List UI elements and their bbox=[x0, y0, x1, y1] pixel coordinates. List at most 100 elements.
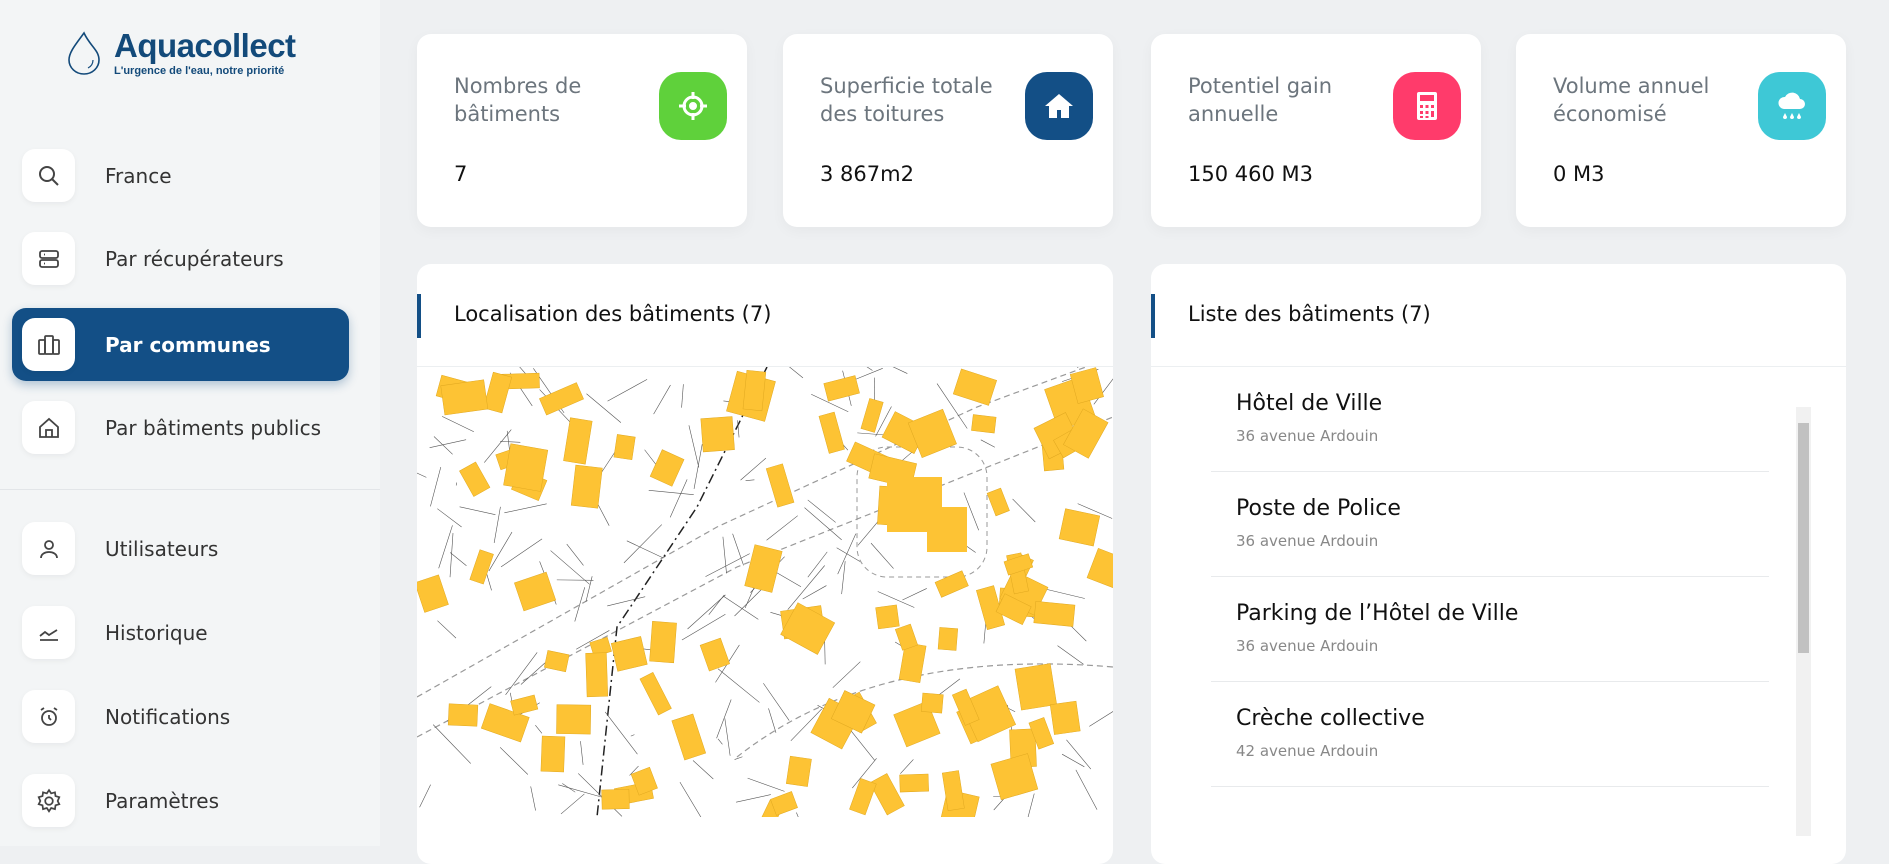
map-parcel-line bbox=[1062, 754, 1084, 767]
stat-value: 7 bbox=[454, 162, 467, 186]
alarm-clock-icon bbox=[37, 705, 61, 729]
map-building bbox=[870, 773, 905, 815]
sidebar-item-historique[interactable]: Historique bbox=[12, 596, 349, 669]
stat-card-volume: Volume annuel économisé 0 M3 bbox=[1516, 34, 1846, 227]
stat-title: Nombres de bâtiments bbox=[454, 72, 644, 128]
cadastral-map[interactable] bbox=[417, 367, 1113, 817]
sidebar-item-france[interactable]: France bbox=[12, 139, 349, 212]
sidebar-item-recuperateurs[interactable]: Par récupérateurs bbox=[12, 222, 349, 295]
map-building bbox=[700, 638, 730, 671]
list-panel-title: Liste des bâtiments (7) bbox=[1188, 302, 1431, 326]
map-parcel-line bbox=[829, 367, 872, 370]
building-name: Parking de l’Hôtel de Ville bbox=[1236, 601, 1518, 626]
map-parcel-line bbox=[494, 507, 500, 543]
map-parcel-line bbox=[682, 384, 684, 408]
building-name: Hôtel de Ville bbox=[1236, 391, 1382, 416]
buildings-icon bbox=[36, 333, 62, 357]
map-building-hotel-de-ville bbox=[887, 477, 967, 552]
map-parcel-line bbox=[796, 812, 808, 817]
map-parcel-line bbox=[693, 760, 713, 779]
map-panel-header: Localisation des bâtiments (7) bbox=[417, 264, 1113, 367]
logo[interactable]: Aquacollect L'urgence de l'eau, notre pr… bbox=[66, 28, 296, 77]
building-name: Crèche collective bbox=[1236, 706, 1425, 731]
sidebar: Aquacollect L'urgence de l'eau, notre pr… bbox=[0, 0, 380, 846]
sidebar-item-parametres[interactable]: Paramètres bbox=[12, 764, 349, 837]
sidebar-item-notifications[interactable]: Notifications bbox=[12, 680, 349, 753]
map-building bbox=[544, 650, 569, 671]
sidebar-divider bbox=[0, 489, 380, 490]
map-parcel-line bbox=[521, 663, 545, 685]
map-panel: Localisation des bâtiments (7) bbox=[417, 264, 1113, 864]
map-parcel-line bbox=[551, 551, 590, 585]
map-parcel-line bbox=[902, 588, 926, 600]
map-parcel-line bbox=[450, 533, 453, 577]
map-building bbox=[819, 412, 845, 453]
map-parcel-line bbox=[808, 552, 827, 577]
map-building bbox=[563, 418, 592, 465]
map-building bbox=[938, 627, 958, 650]
list-panel-header: Liste des bâtiments (7) bbox=[1151, 264, 1846, 367]
map-parcel-line bbox=[874, 367, 907, 374]
server-icon bbox=[37, 247, 61, 271]
building-name: Poste de Police bbox=[1236, 496, 1401, 521]
map-parcel-line bbox=[437, 509, 461, 527]
list-item[interactable]: Hôtel de Ville 36 avenue Ardouin bbox=[1211, 367, 1769, 472]
sidebar-item-communes[interactable]: Par communes bbox=[12, 308, 349, 381]
map-parcel-line bbox=[501, 539, 542, 567]
house-icon bbox=[1025, 72, 1093, 140]
map-parcel-line bbox=[788, 566, 825, 610]
map-parcel-line bbox=[442, 416, 474, 431]
map-parcel-line bbox=[842, 561, 846, 594]
map-building bbox=[602, 789, 630, 809]
map-parcel-line bbox=[437, 621, 456, 638]
map-parcel-line bbox=[682, 614, 725, 640]
map-building bbox=[470, 550, 494, 584]
map-building bbox=[1087, 548, 1113, 593]
map-parcel-line bbox=[417, 462, 426, 478]
map-parcel-line bbox=[500, 441, 520, 442]
map-building bbox=[672, 714, 706, 760]
map-parcel-line bbox=[1066, 740, 1090, 769]
gear-icon bbox=[36, 788, 62, 814]
map-building bbox=[571, 465, 602, 508]
map-parcel-line bbox=[430, 440, 466, 448]
map-building bbox=[895, 624, 917, 650]
map-parcel-line bbox=[767, 516, 798, 541]
map-building bbox=[1015, 664, 1057, 711]
water-drop-icon bbox=[66, 30, 102, 76]
map-parcel-line bbox=[680, 782, 703, 817]
map-parcel-line bbox=[575, 587, 585, 621]
building-address: 36 avenue Ardouin bbox=[1236, 427, 1378, 445]
map-building bbox=[541, 736, 565, 772]
stat-title: Potentiel gain annuelle bbox=[1188, 72, 1378, 128]
map-parcel-line bbox=[735, 757, 743, 760]
sidebar-item-utilisateurs[interactable]: Utilisateurs bbox=[12, 512, 349, 585]
scrollbar-thumb[interactable] bbox=[1798, 423, 1809, 653]
map-parcel-line bbox=[631, 735, 635, 736]
map-parcel-line bbox=[769, 708, 776, 732]
map-building bbox=[766, 464, 794, 507]
brand-tagline: L'urgence de l'eau, notre priorité bbox=[114, 65, 296, 77]
map-building bbox=[745, 545, 783, 593]
map-parcel-line bbox=[460, 507, 496, 515]
map-parcel-line bbox=[849, 728, 874, 760]
map-parcel-line bbox=[531, 786, 536, 810]
map-parcel-line bbox=[608, 379, 648, 401]
home-icon bbox=[37, 416, 61, 440]
map-parcel-line bbox=[689, 425, 699, 467]
map-parcel-line bbox=[649, 490, 694, 494]
sidebar-item-label: Notifications bbox=[105, 705, 230, 729]
sidebar-item-label: Par récupérateurs bbox=[105, 247, 284, 271]
map-parcel-line bbox=[838, 534, 856, 574]
map-building bbox=[743, 370, 766, 411]
list-scrollbar[interactable] bbox=[1796, 407, 1811, 836]
map-building bbox=[539, 383, 583, 415]
sidebar-item-batiments-publics[interactable]: Par bâtiments publics bbox=[12, 391, 349, 464]
map-parcel-line bbox=[694, 444, 702, 489]
map-building bbox=[650, 450, 684, 487]
stat-value: 3 867m2 bbox=[820, 162, 914, 186]
map-parcel-line bbox=[1058, 646, 1084, 665]
